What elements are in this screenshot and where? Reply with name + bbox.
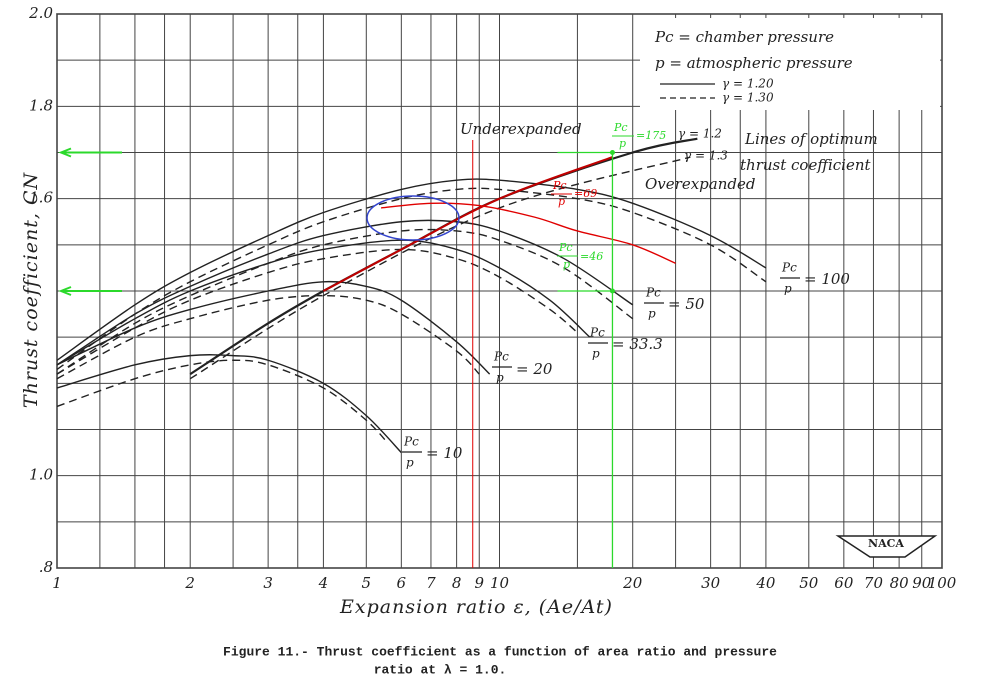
x-tick-label: 40 xyxy=(755,574,776,592)
x-tick-label: 50 xyxy=(799,574,819,592)
y-tick-label: 1.0 xyxy=(29,466,53,484)
x-tick-label: 9 xyxy=(474,574,484,592)
series-line xyxy=(56,248,578,375)
x-tick-label: 60 xyxy=(834,574,854,592)
series-line xyxy=(56,354,402,454)
x-tick-label: 80 xyxy=(890,574,910,592)
legend-note: p = atmospheric pressure xyxy=(655,54,853,72)
label-den: p xyxy=(619,137,626,150)
x-tick-label: 4 xyxy=(318,574,329,592)
green-point xyxy=(609,150,615,155)
caption: ratio at λ = 1.0. xyxy=(374,662,507,677)
label-den: p xyxy=(648,307,656,321)
label-num: Pc xyxy=(403,435,419,449)
label-text: =46 xyxy=(580,250,603,263)
x-tick-label: 10 xyxy=(490,574,510,592)
legend-label: γ = 1.30 xyxy=(722,91,774,105)
region-label: Overexpanded xyxy=(645,175,755,193)
legend-note: Pc = chamber pressure xyxy=(654,28,834,46)
label-den: p xyxy=(592,347,600,361)
label-num: Pc xyxy=(645,286,661,300)
logo: NACA xyxy=(835,535,938,558)
label-text: = 50 xyxy=(668,295,705,313)
curve-label: Pc p = 10 xyxy=(402,435,463,470)
label-text: = 100 xyxy=(804,270,850,288)
x-tick-label: 30 xyxy=(701,574,721,592)
curve-label: Pc p = 100 xyxy=(780,261,850,296)
label-num: Pc xyxy=(558,241,573,254)
label-den: p xyxy=(784,282,792,296)
label-text: =69 xyxy=(574,187,597,200)
green-arrow xyxy=(58,147,122,158)
highlight-ellipse xyxy=(366,195,460,241)
series-line xyxy=(56,178,767,361)
x-tick-label: 100 xyxy=(928,574,957,592)
legend-box xyxy=(640,18,940,110)
x-tick-label: 70 xyxy=(864,574,884,592)
series-line xyxy=(56,359,389,444)
label-text: = 20 xyxy=(516,360,553,378)
region-label: Underexpanded xyxy=(460,120,582,138)
logo-shape xyxy=(835,535,938,558)
y-tick-label: 1.6 xyxy=(29,189,53,207)
optimum-note: Lines of optimum xyxy=(744,130,878,148)
x-tick-label: 90 xyxy=(912,574,932,592)
x-tick-label: 7 xyxy=(426,574,436,592)
curve-label: Pc p = 50 xyxy=(644,286,705,321)
label-text: =175 xyxy=(636,129,666,142)
label-num: Pc xyxy=(613,121,628,134)
x-tick-label: 3 xyxy=(263,574,273,592)
label-den: p xyxy=(406,456,414,470)
y-tick-label: .8 xyxy=(39,558,53,576)
series-line xyxy=(56,294,480,380)
highlight-label: Pc p =69 xyxy=(551,179,597,208)
series-line xyxy=(56,280,491,375)
label-den: p xyxy=(563,258,570,271)
series-line xyxy=(56,228,634,375)
x-tick-label: 5 xyxy=(362,574,372,592)
y-tick-label: 2.0 xyxy=(28,4,53,22)
curve-label: Pc p = 33.3 xyxy=(588,326,663,361)
highlight-label: Pc p =175 xyxy=(612,121,666,150)
label-num: Pc xyxy=(589,326,605,340)
x-tick-label: 8 xyxy=(452,574,462,592)
x-tick-label: 1 xyxy=(52,574,62,592)
series-line xyxy=(56,187,767,371)
y-tick-label: 1.8 xyxy=(29,96,53,114)
optimum-gamma: γ = 1.2 xyxy=(678,127,722,141)
legend-label: γ = 1.20 xyxy=(722,77,774,91)
x-tick-label: 20 xyxy=(622,574,643,592)
logo-text: NACA xyxy=(868,537,904,550)
label-num: Pc xyxy=(781,261,797,275)
green-arrow xyxy=(58,286,122,296)
label-text: = 10 xyxy=(426,444,463,462)
label-num: Pc xyxy=(493,350,509,364)
highlight-label: Pc p =46 xyxy=(557,241,603,271)
x-tick-label: 6 xyxy=(397,574,407,592)
label-text: = 33.3 xyxy=(612,335,663,353)
series-line xyxy=(189,156,691,380)
label-num: Pc xyxy=(552,179,567,192)
caption: Figure 11.- Thrust coefficient as a func… xyxy=(223,644,777,659)
series-line xyxy=(322,156,613,292)
series-line xyxy=(56,239,591,366)
y-axis-title: Thrust coefficient, CN xyxy=(20,172,42,409)
optimum-note: thrust coefficient xyxy=(740,156,871,174)
x-tick-label: 2 xyxy=(184,574,195,592)
series-line xyxy=(381,202,676,264)
optimum-gamma: γ = 1.3 xyxy=(684,149,728,163)
curve-label: Pc p = 20 xyxy=(492,350,553,385)
series-line xyxy=(56,219,634,366)
green-point xyxy=(609,288,615,294)
x-axis-title: Expansion ratio ε, (Ae/At) xyxy=(339,596,613,618)
label-den: p xyxy=(496,371,504,385)
label-den: p xyxy=(558,195,565,208)
series xyxy=(56,137,767,568)
